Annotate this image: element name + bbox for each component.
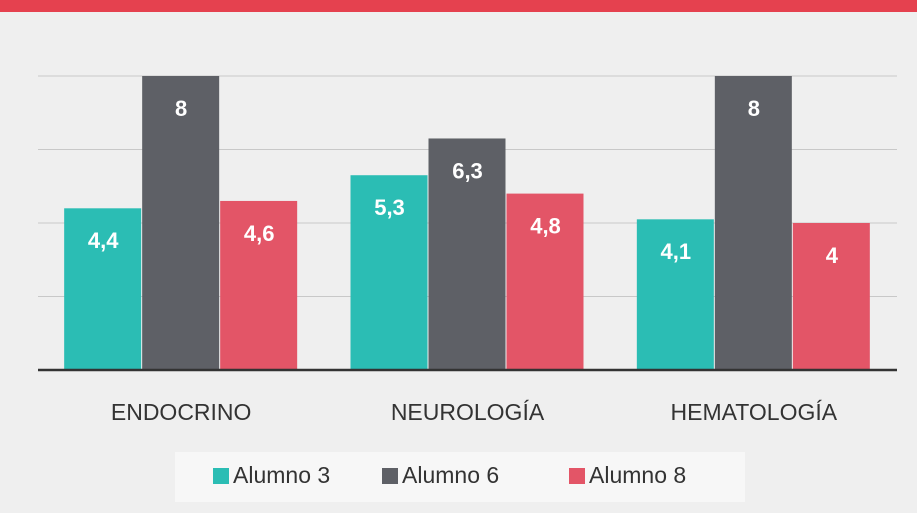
x-tick-label: HEMATOLOGÍA: [671, 399, 838, 425]
value-label: 4,4: [88, 228, 119, 253]
x-tick-label: ENDOCRINO: [111, 399, 252, 425]
bar: [792, 223, 870, 370]
legend-swatch: [569, 468, 585, 484]
bar: [428, 138, 506, 370]
bar: [142, 76, 220, 370]
legend-label: Alumno 8: [589, 462, 686, 488]
legend-swatch: [382, 468, 398, 484]
bar: [506, 193, 584, 370]
bar: [636, 219, 714, 370]
legend-swatch: [213, 468, 229, 484]
bar: [64, 208, 142, 370]
value-label: 4,6: [244, 221, 275, 246]
legend-label: Alumno 6: [402, 462, 499, 488]
value-label: 5,3: [374, 195, 405, 220]
legend-label: Alumno 3: [233, 462, 330, 488]
bar: [350, 175, 428, 370]
value-label: 6,3: [452, 158, 483, 183]
value-label: 4,8: [530, 213, 561, 238]
value-label: 8: [175, 96, 187, 121]
bar: [220, 200, 298, 370]
value-label: 4,1: [661, 239, 692, 264]
bar: [714, 76, 792, 370]
header-band: [0, 0, 917, 12]
x-tick-label: NEUROLOGÍA: [391, 399, 545, 425]
value-label: 8: [748, 96, 760, 121]
value-label: 4: [826, 243, 839, 268]
legend-box: [175, 452, 745, 502]
